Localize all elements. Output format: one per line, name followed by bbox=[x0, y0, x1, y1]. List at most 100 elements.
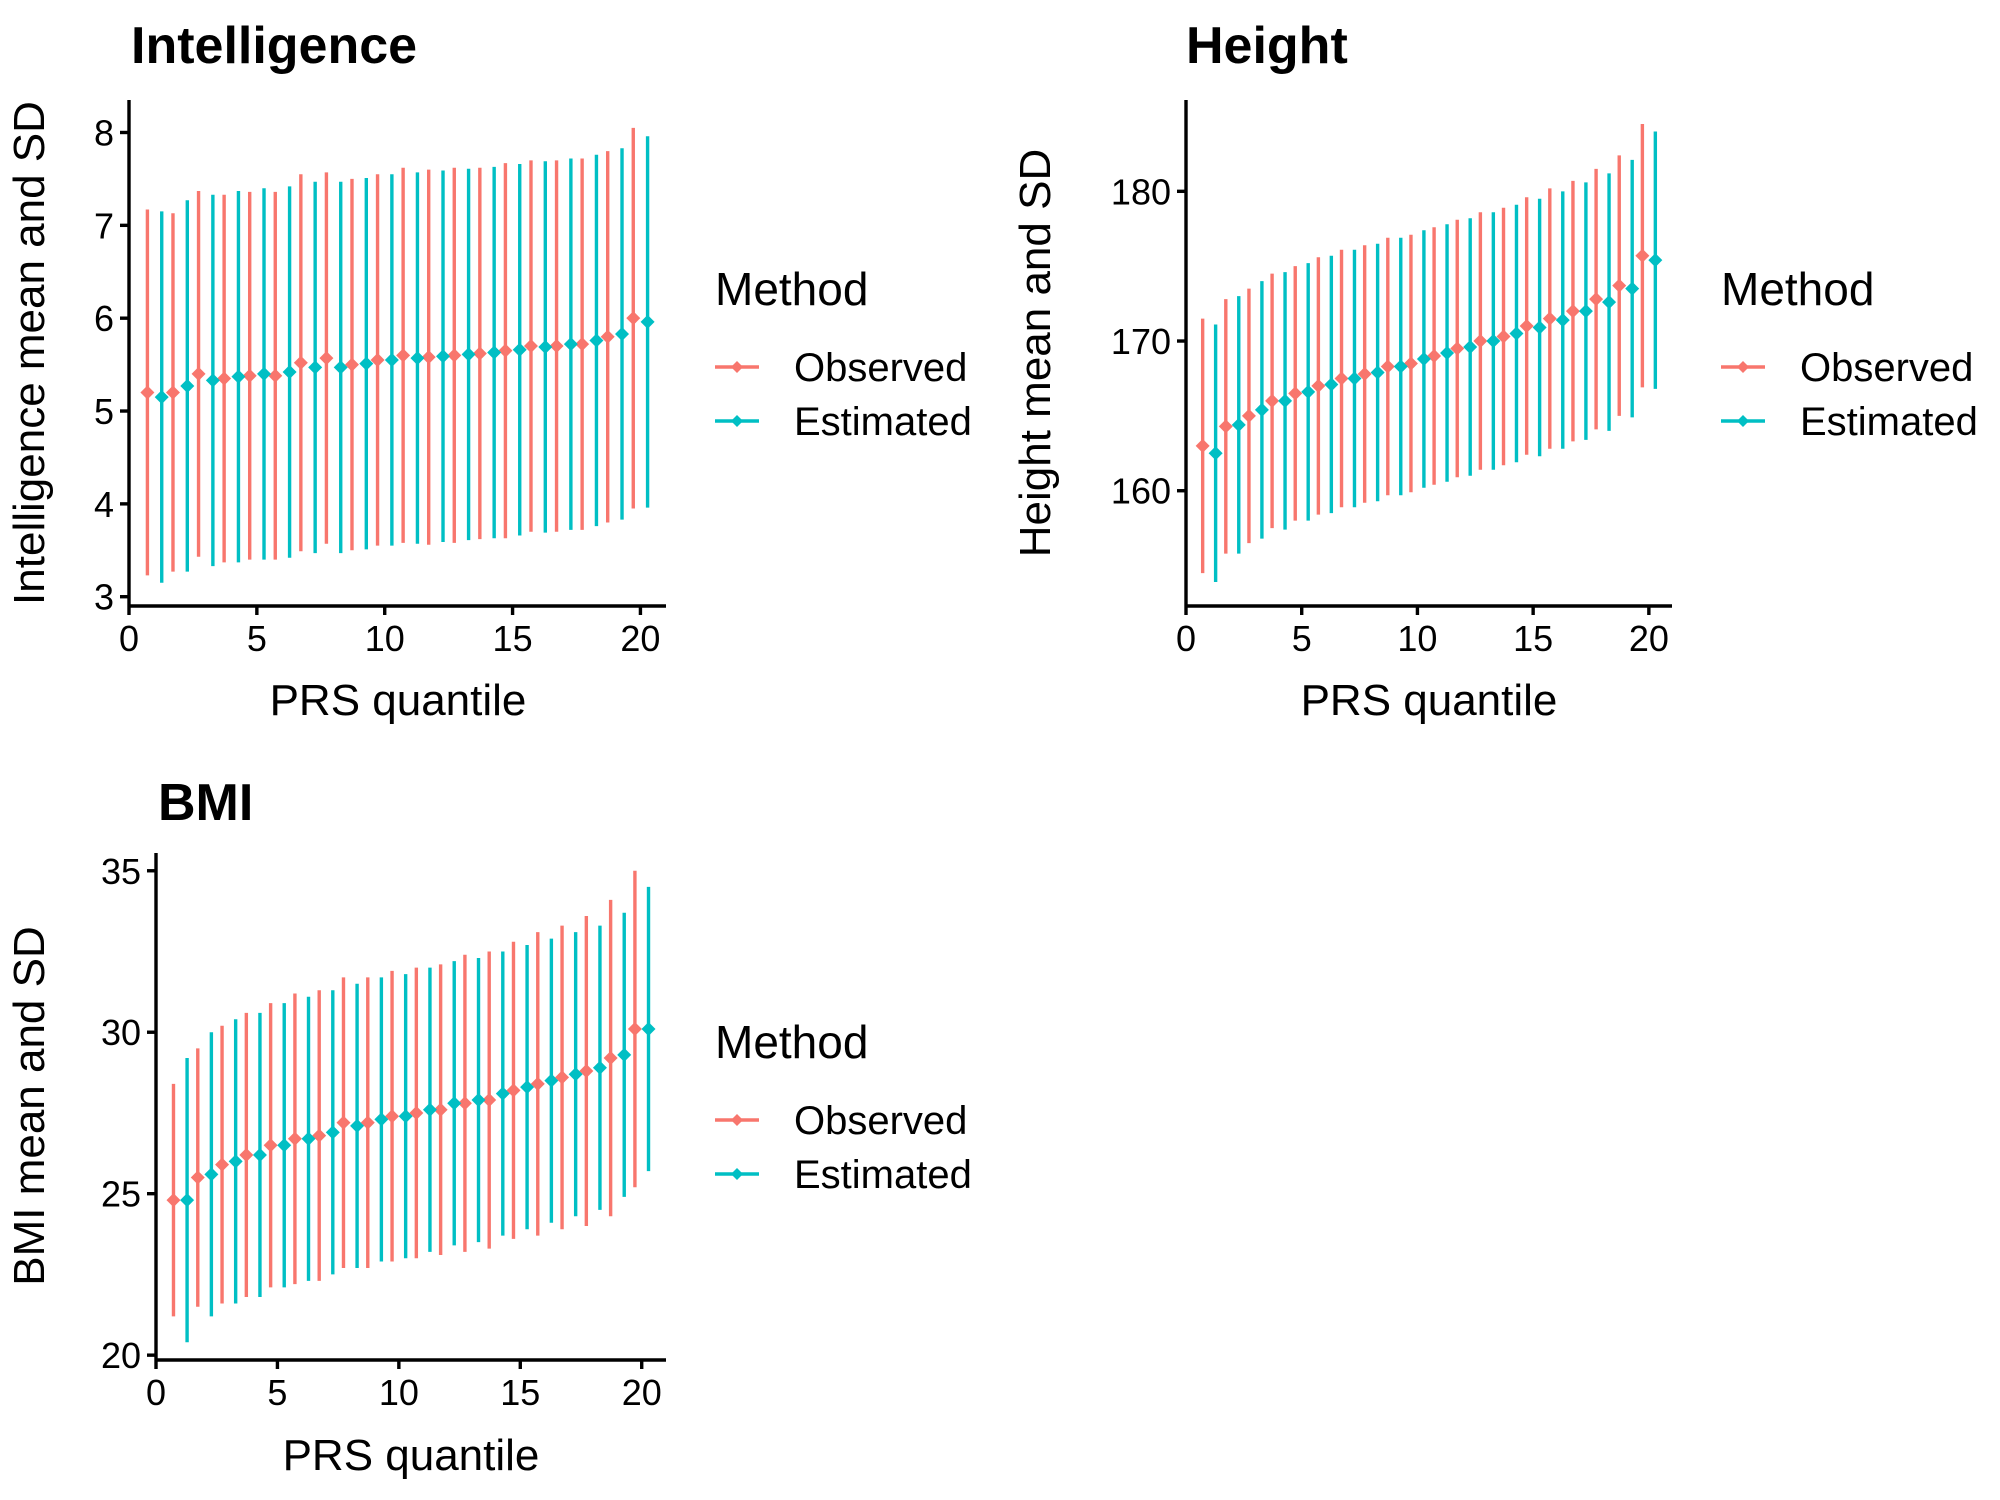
mean-point bbox=[166, 1193, 181, 1208]
mean-point bbox=[1450, 341, 1465, 356]
legend: Method Observed Estimated bbox=[715, 1016, 972, 1197]
mean-point bbox=[370, 352, 385, 367]
mean-point bbox=[506, 1083, 521, 1098]
legend-label: Observed bbox=[794, 1099, 967, 1143]
panel-title: Height bbox=[1186, 17, 1348, 75]
mean-point bbox=[1254, 402, 1269, 417]
x-tick-label: 10 bbox=[379, 1372, 419, 1413]
mean-point bbox=[487, 345, 502, 360]
x-axis-title: PRS quantile bbox=[283, 1431, 540, 1480]
legend-key-point bbox=[731, 361, 743, 373]
mean-point bbox=[384, 352, 399, 367]
mean-point bbox=[1589, 292, 1604, 307]
mean-point bbox=[482, 1093, 497, 1108]
mean-point bbox=[228, 1154, 243, 1169]
mean-point bbox=[359, 356, 374, 371]
mean-point bbox=[549, 339, 564, 354]
mean-point bbox=[312, 1128, 327, 1143]
mean-point bbox=[617, 1047, 632, 1062]
mean-point bbox=[282, 365, 297, 380]
y-tick-label: 5 bbox=[94, 391, 114, 432]
panel-intelligence: Intelligence 0 5 10 15 20 3 4 5 6 7 8 PRS quantile In… bbox=[5, 17, 972, 725]
panel-title: Intelligence bbox=[131, 17, 417, 75]
legend-title: Method bbox=[1721, 263, 1874, 315]
series-estimated bbox=[154, 136, 655, 583]
mean-point bbox=[1440, 346, 1455, 360]
mean-point bbox=[252, 1147, 267, 1162]
mean-point bbox=[495, 1086, 510, 1101]
legend-key-point bbox=[1737, 415, 1749, 427]
mean-point bbox=[1602, 295, 1617, 310]
series-estimated bbox=[1208, 131, 1663, 583]
mean-point bbox=[1393, 359, 1408, 374]
mean-point bbox=[1578, 304, 1593, 319]
x-tick-label: 15 bbox=[493, 618, 533, 659]
mean-point bbox=[1311, 378, 1326, 393]
mean-point bbox=[1208, 446, 1223, 461]
mean-point bbox=[1519, 319, 1534, 334]
panel-bmi: BMI 0 5 10 15 20 20 25 30 35 PRS quantile BMI mean … bbox=[5, 774, 972, 1480]
series-estimated bbox=[180, 886, 656, 1343]
y-tick-label: 25 bbox=[101, 1174, 141, 1215]
mean-point bbox=[231, 369, 246, 384]
mean-point bbox=[627, 1021, 642, 1036]
mean-point bbox=[447, 348, 462, 363]
y-tick-label: 170 bbox=[1111, 321, 1171, 362]
mean-point bbox=[257, 366, 272, 381]
y-axis-title: Intelligence mean and SD bbox=[5, 101, 54, 605]
mean-point bbox=[263, 1138, 278, 1153]
y-tick-label: 6 bbox=[94, 298, 114, 339]
mean-point bbox=[1324, 377, 1339, 392]
mean-point bbox=[1473, 334, 1488, 349]
legend-key-point bbox=[731, 1114, 743, 1126]
y-tick-label: 4 bbox=[94, 484, 114, 525]
mean-point bbox=[1195, 438, 1210, 453]
mean-point bbox=[1486, 334, 1501, 349]
mean-point bbox=[319, 351, 334, 366]
mean-point bbox=[1288, 386, 1303, 401]
mean-point bbox=[589, 333, 604, 348]
mean-point bbox=[1231, 417, 1246, 432]
x-tick-label: 0 bbox=[146, 1372, 166, 1413]
legend-key-point bbox=[731, 1168, 743, 1180]
mean-point bbox=[308, 360, 323, 375]
mean-point bbox=[325, 1125, 340, 1140]
x-axis-title: PRS quantile bbox=[1301, 676, 1558, 725]
mean-point bbox=[204, 1167, 219, 1182]
series-observed bbox=[1195, 123, 1650, 574]
mean-point bbox=[410, 351, 425, 366]
mean-point bbox=[421, 350, 436, 365]
y-tick-label: 160 bbox=[1111, 471, 1171, 512]
y-tick-label: 30 bbox=[101, 1012, 141, 1053]
mean-point bbox=[360, 1115, 375, 1130]
mean-point bbox=[461, 347, 476, 362]
x-tick-label: 5 bbox=[267, 1372, 287, 1413]
mean-point bbox=[640, 314, 655, 329]
x-axis-title: PRS quantile bbox=[270, 676, 527, 725]
mean-point bbox=[1334, 371, 1349, 386]
legend-label: Estimated bbox=[1800, 400, 1978, 444]
x-tick-label: 15 bbox=[1513, 618, 1553, 659]
mean-point bbox=[293, 355, 308, 370]
mean-point bbox=[1347, 371, 1362, 386]
mean-point bbox=[1532, 320, 1547, 335]
mean-point bbox=[180, 1193, 195, 1208]
mean-point bbox=[563, 337, 578, 352]
mean-point bbox=[409, 1105, 424, 1120]
mean-point bbox=[472, 346, 487, 361]
mean-point bbox=[1427, 348, 1442, 363]
x-tick-label: 15 bbox=[500, 1372, 540, 1413]
mean-point bbox=[333, 360, 348, 375]
mean-point bbox=[1403, 356, 1418, 371]
x-tick-label: 10 bbox=[1397, 618, 1437, 659]
x-tick-label: 20 bbox=[620, 618, 660, 659]
mean-point bbox=[1416, 351, 1431, 366]
mean-point bbox=[191, 366, 206, 381]
x-tick-label: 10 bbox=[365, 618, 405, 659]
y-tick-label: 35 bbox=[101, 851, 141, 892]
legend-label: Estimated bbox=[794, 400, 972, 444]
mean-point bbox=[600, 329, 615, 344]
y-tick-label: 20 bbox=[101, 1335, 141, 1376]
mean-point bbox=[530, 1076, 545, 1091]
mean-point bbox=[555, 1070, 570, 1085]
